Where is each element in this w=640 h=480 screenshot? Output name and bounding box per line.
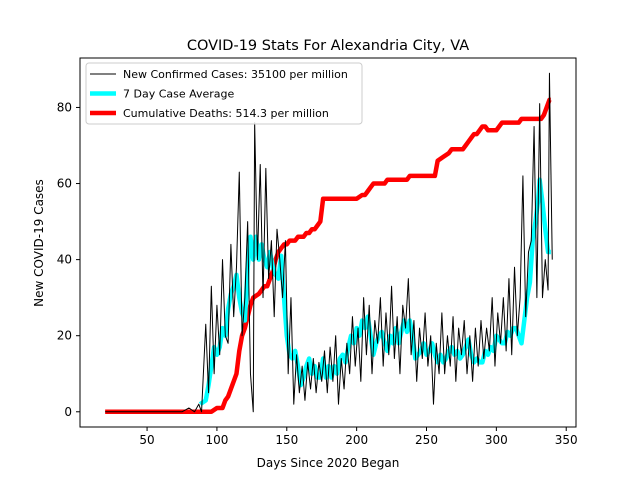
x-tick-label: 250 [415, 433, 438, 447]
x-tick-label: 100 [205, 433, 228, 447]
legend: New Confirmed Cases: 35100 per million 7 … [85, 62, 363, 125]
x-tick-label: 350 [555, 433, 578, 447]
legend-label-0: New Confirmed Cases: 35100 per million [123, 68, 348, 81]
series-line-1 [198, 177, 551, 407]
y-axis-label: New COVID-19 Cases [32, 179, 46, 307]
y-axis: 0 20 40 60 80 [57, 100, 80, 419]
x-axis: 50 100 150 200 250 300 350 [139, 427, 578, 447]
y-tick-label: 40 [57, 253, 72, 267]
x-tick-label: 150 [275, 433, 298, 447]
legend-label-1: 7 Day Case Average [123, 88, 235, 101]
x-tick-label: 50 [139, 433, 154, 447]
y-tick-label: 80 [57, 100, 72, 114]
y-tick-label: 60 [57, 177, 72, 191]
y-tick-label: 20 [57, 329, 72, 343]
series-layer [105, 72, 553, 415]
legend-box [85, 62, 363, 125]
legend-entries: New Confirmed Cases: 35100 per million 7 … [90, 68, 348, 120]
series-line-0 [105, 72, 553, 413]
x-axis-label: Days Since 2020 Began [257, 456, 400, 470]
plot-frame [79, 57, 577, 428]
legend-label-2: Cumulative Deaths: 514.3 per million [123, 107, 329, 120]
y-tick-label: 0 [64, 405, 72, 419]
x-tick-label: 200 [345, 433, 368, 447]
chart-title: COVID-19 Stats For Alexandria City, VA [187, 38, 469, 54]
x-tick-label: 300 [485, 433, 508, 447]
